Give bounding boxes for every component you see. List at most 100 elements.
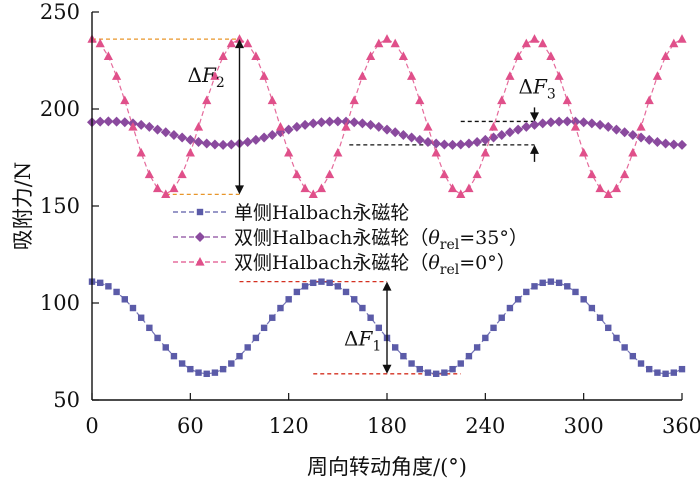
legend-entry-2: 双侧Halbach永磁轮（θrel=35°）	[173, 227, 528, 253]
data-point	[318, 278, 325, 285]
arrow-head-up	[235, 39, 244, 49]
data-point	[259, 132, 270, 143]
data-point	[513, 51, 523, 61]
data-point	[431, 138, 442, 149]
label-df2: ΔF2	[188, 63, 225, 91]
annotations: ΔF2 ΔF1 ΔF3	[188, 39, 556, 374]
data-point	[455, 139, 466, 150]
legend: 单侧Halbach永磁轮双侧Halbach永磁轮（θrel=35°）双侧Halb…	[173, 202, 528, 278]
data-point	[596, 314, 604, 321]
y-tick-label: 100	[40, 291, 80, 315]
data-point	[211, 369, 219, 376]
data-point	[480, 147, 490, 157]
data-point	[390, 127, 401, 138]
data-point	[449, 365, 456, 373]
data-point	[228, 360, 235, 367]
data-point	[580, 296, 587, 303]
data-point	[170, 352, 178, 360]
data-point	[603, 189, 613, 198]
data-point	[310, 279, 317, 287]
data-point	[210, 71, 220, 80]
data-point	[201, 138, 212, 149]
data-point	[382, 34, 392, 43]
legend-marker	[195, 257, 205, 266]
data-point	[555, 279, 563, 287]
data-point	[277, 304, 284, 312]
data-point	[652, 71, 663, 80]
data-point	[447, 183, 458, 193]
data-point	[185, 134, 196, 145]
data-point	[373, 121, 384, 132]
data-point	[316, 183, 327, 193]
data-point	[506, 304, 514, 312]
data-point	[439, 169, 449, 179]
data-point	[431, 147, 441, 157]
data-point	[620, 169, 630, 179]
data-point	[529, 119, 540, 130]
data-point	[457, 360, 464, 367]
arrow-head-down	[530, 112, 539, 122]
data-point	[193, 136, 204, 147]
x-tick-label: 60	[177, 414, 204, 438]
data-point	[300, 183, 310, 193]
data-point	[398, 51, 408, 61]
data-point	[366, 51, 376, 61]
data-point	[226, 38, 236, 48]
data-point	[285, 296, 292, 303]
data-point	[136, 119, 147, 130]
data-point	[465, 352, 473, 360]
data-point	[521, 38, 531, 48]
data-point	[572, 288, 579, 296]
arrow-head-up	[530, 144, 539, 154]
data-point	[611, 183, 622, 193]
series-line	[91, 38, 683, 196]
data-point	[603, 121, 614, 132]
data-point	[408, 360, 415, 367]
data-point	[628, 147, 638, 157]
x-axis-label: 周向转动角度/(°)	[307, 455, 467, 479]
legend-label: 单侧Halbach永磁轮	[234, 202, 409, 224]
data-point	[605, 324, 612, 332]
x-tick-label: 180	[367, 414, 407, 438]
data-point	[252, 334, 260, 342]
data-point	[545, 117, 556, 128]
data-point	[178, 360, 186, 367]
data-point	[357, 118, 368, 129]
data-point	[234, 34, 245, 43]
data-point	[422, 136, 433, 147]
data-point	[439, 139, 450, 150]
data-point	[193, 122, 204, 131]
data-point	[447, 139, 458, 150]
data-point	[365, 119, 376, 130]
data-point	[168, 129, 179, 140]
data-point	[505, 71, 515, 80]
data-point	[119, 117, 130, 128]
data-point	[161, 189, 171, 198]
data-point	[570, 122, 581, 131]
y-tick-label: 50	[53, 388, 80, 412]
data-point	[678, 365, 686, 373]
data-point	[301, 283, 309, 290]
data-point	[341, 122, 351, 131]
data-point	[588, 304, 596, 312]
series-3	[87, 34, 687, 198]
legend-marker	[195, 232, 205, 242]
data-point	[267, 129, 278, 140]
data-point	[251, 51, 261, 61]
data-point	[129, 304, 137, 312]
legend-entry-1: 单侧Halbach永磁轮	[173, 202, 409, 224]
data-point	[463, 138, 474, 149]
data-point	[325, 169, 335, 179]
data-point	[456, 189, 466, 198]
data-point	[537, 118, 548, 129]
data-point	[146, 324, 153, 332]
data-point	[523, 288, 530, 296]
data-point	[244, 344, 251, 351]
data-point	[619, 127, 630, 138]
x-tick-label: 120	[269, 414, 309, 438]
data-point	[562, 116, 573, 127]
data-point	[504, 127, 515, 138]
data-point	[316, 117, 327, 128]
data-point	[621, 344, 628, 351]
data-point	[464, 183, 474, 193]
